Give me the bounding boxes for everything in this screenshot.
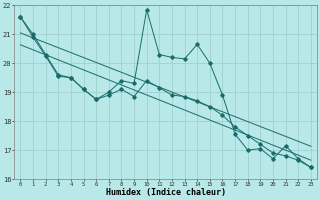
X-axis label: Humidex (Indice chaleur): Humidex (Indice chaleur) — [106, 188, 226, 197]
